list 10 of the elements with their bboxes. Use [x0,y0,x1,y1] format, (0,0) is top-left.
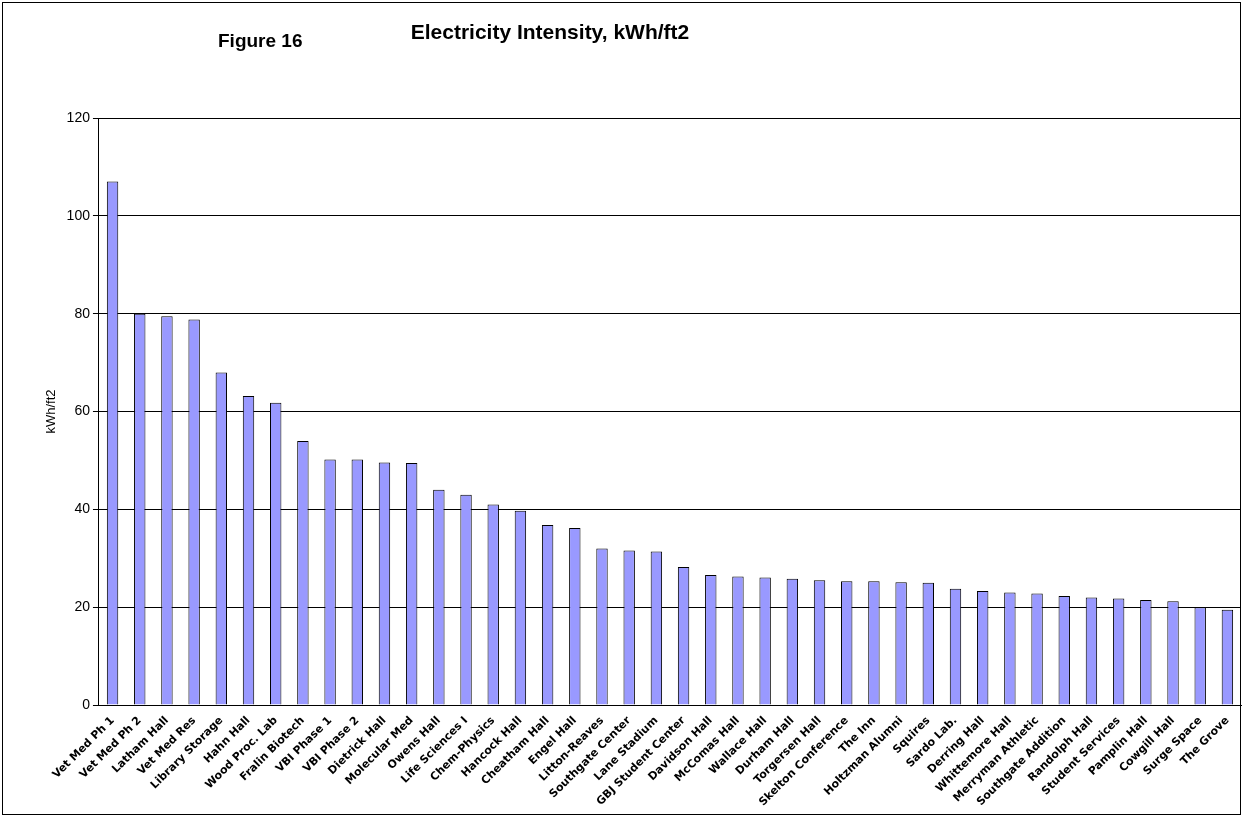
y-tick-label: 120 [66,108,91,125]
y-tick-label: 40 [74,500,91,517]
y-axis-title: kWh/ft2 [43,389,59,434]
chart-title: Electricity Intensity, kWh/ft2 [410,20,690,43]
y-tick-label: 60 [74,402,91,419]
y-tick-label: 20 [74,598,91,615]
y-tick-label: 0 [82,695,91,712]
caption: Figure 16 [218,30,303,52]
y-tick-label: 80 [74,304,91,321]
y-tick-label: 100 [66,206,91,223]
